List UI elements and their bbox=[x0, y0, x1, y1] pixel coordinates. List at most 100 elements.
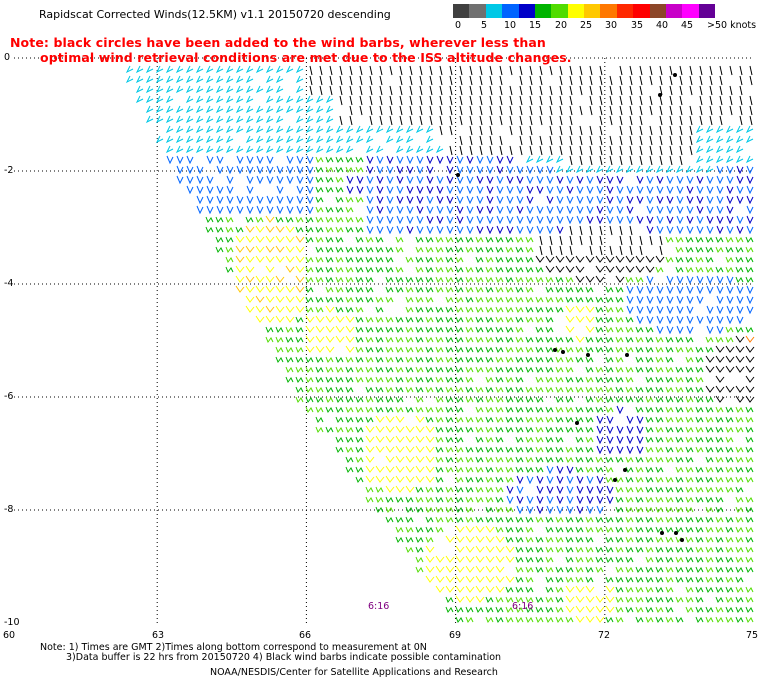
wind-barb bbox=[295, 336, 304, 344]
wind-barb bbox=[235, 245, 245, 253]
wind-barb bbox=[659, 75, 663, 86]
wind-barb bbox=[395, 135, 404, 144]
legend-swatch bbox=[584, 4, 601, 18]
wind-barb bbox=[625, 346, 634, 354]
wind-barb bbox=[499, 95, 503, 106]
wind-barb bbox=[445, 416, 454, 424]
wind-barb bbox=[486, 215, 494, 225]
wind-barb bbox=[445, 565, 455, 573]
wind-barb bbox=[295, 366, 304, 374]
wind-barb bbox=[475, 326, 484, 334]
wind-barb bbox=[515, 366, 524, 374]
wind-barb bbox=[685, 476, 694, 484]
wind-barb bbox=[425, 536, 434, 544]
wind-barb bbox=[645, 426, 654, 434]
wind-barb bbox=[725, 326, 734, 334]
wind-barb bbox=[475, 535, 485, 543]
wind-barb bbox=[695, 446, 704, 454]
wind-barb bbox=[355, 316, 364, 324]
wind-barb bbox=[415, 386, 424, 394]
wind-barb bbox=[465, 606, 474, 614]
wind-barb bbox=[205, 145, 214, 154]
wind-barb bbox=[656, 315, 664, 325]
wind-barb bbox=[665, 526, 674, 534]
wind-barb bbox=[569, 95, 573, 106]
wind-barb bbox=[325, 115, 334, 124]
wind-barb bbox=[526, 505, 534, 515]
wind-barb bbox=[379, 85, 383, 96]
wind-barb bbox=[386, 195, 394, 205]
wind-barb bbox=[596, 415, 604, 425]
wind-barb bbox=[375, 386, 384, 394]
wind-barb bbox=[615, 616, 624, 624]
wind-barb bbox=[735, 246, 744, 254]
wind-barb bbox=[535, 466, 544, 474]
wind-barb bbox=[525, 416, 534, 424]
wind-barb bbox=[265, 65, 274, 74]
wind-barb bbox=[305, 335, 315, 343]
wind-barb bbox=[655, 456, 664, 464]
wind-barb bbox=[515, 246, 524, 254]
wind-barb bbox=[325, 276, 334, 284]
wind-barb bbox=[725, 576, 734, 584]
wind-barb bbox=[545, 376, 554, 384]
wind-barb bbox=[409, 115, 413, 126]
wind-barb bbox=[579, 135, 583, 146]
wind-barb bbox=[425, 376, 434, 384]
wind-barb bbox=[585, 376, 594, 384]
wind-barb bbox=[645, 356, 654, 364]
wind-barb bbox=[459, 115, 463, 126]
wind-barb bbox=[705, 365, 715, 373]
wind-barb bbox=[585, 426, 594, 434]
wind-barb bbox=[486, 155, 494, 165]
wind-barb bbox=[615, 496, 624, 504]
wind-barb bbox=[325, 95, 334, 104]
lon-label: 75 bbox=[746, 630, 759, 641]
wind-barb bbox=[419, 105, 423, 116]
wind-barb bbox=[485, 366, 494, 374]
wind-barb bbox=[675, 416, 684, 424]
wind-barb bbox=[595, 316, 604, 324]
wind-barb bbox=[545, 416, 554, 424]
wind-barb bbox=[665, 486, 674, 494]
wind-barb bbox=[565, 386, 574, 394]
wind-barb bbox=[599, 235, 603, 246]
wind-barb bbox=[595, 255, 605, 263]
wind-barb bbox=[215, 75, 224, 84]
wind-barb bbox=[609, 135, 613, 146]
wind-barb bbox=[675, 256, 684, 264]
wind-barb bbox=[465, 346, 474, 354]
wind-barb bbox=[495, 575, 505, 583]
wind-barb bbox=[305, 296, 314, 304]
wind-barb bbox=[615, 366, 624, 374]
wind-barb bbox=[605, 366, 614, 374]
wind-barb bbox=[486, 175, 494, 185]
wind-barb bbox=[465, 565, 475, 573]
wind-barb bbox=[275, 75, 284, 84]
wind-barb bbox=[526, 215, 534, 225]
wind-barb bbox=[625, 506, 634, 514]
wind-barb bbox=[405, 425, 415, 433]
lat-label: 0 bbox=[4, 52, 11, 63]
wind-barb bbox=[545, 276, 554, 284]
wind-barb bbox=[695, 125, 704, 134]
wind-barb bbox=[695, 436, 704, 444]
wind-barb bbox=[735, 406, 744, 414]
quality-flag-circle bbox=[456, 173, 460, 177]
wind-barb bbox=[475, 565, 485, 573]
wind-barb bbox=[445, 486, 454, 494]
wind-barb bbox=[305, 386, 314, 394]
wind-barb bbox=[145, 95, 154, 104]
wind-barb bbox=[335, 246, 344, 254]
wind-barb bbox=[335, 186, 344, 194]
wind-barb bbox=[449, 105, 453, 116]
wind-barb bbox=[635, 536, 644, 544]
wind-barb bbox=[335, 266, 344, 274]
wind-barb bbox=[325, 105, 334, 114]
wind-barb bbox=[275, 305, 285, 313]
wind-barb bbox=[575, 526, 584, 534]
wind-barb bbox=[456, 155, 464, 165]
wind-barb bbox=[495, 596, 504, 604]
wind-barb bbox=[275, 245, 285, 253]
wind-barb bbox=[596, 445, 604, 455]
